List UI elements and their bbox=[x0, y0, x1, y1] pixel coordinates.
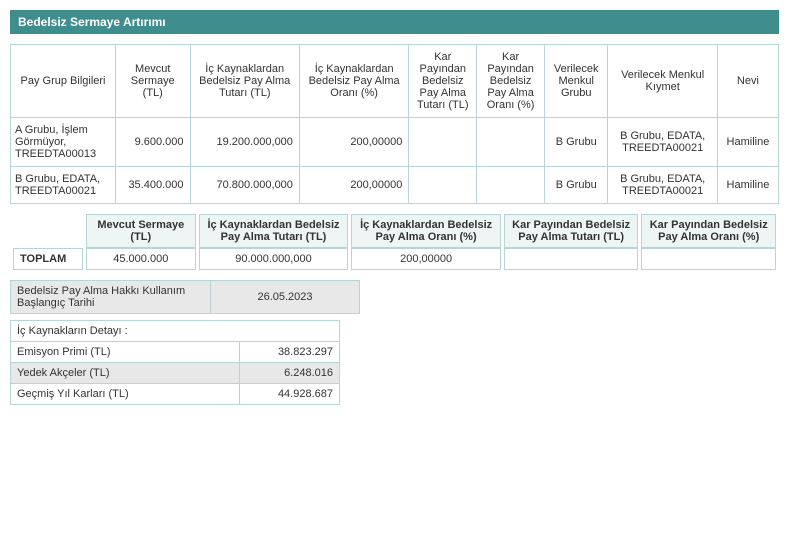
cell-nevi: Hamiline bbox=[717, 118, 778, 167]
cell-menkul-grubu: B Grubu bbox=[545, 167, 608, 204]
cell-mevcut: 9.600.000 bbox=[116, 118, 190, 167]
usage-date-table: Bedelsiz Pay Alma Hakkı Kullanım Başlang… bbox=[10, 280, 360, 314]
cell-kar-tutar bbox=[409, 118, 477, 167]
cell-menkul-kiymet: B Grubu, EDATA, TREEDTA00021 bbox=[608, 167, 717, 204]
cell-pay-grup: A Grubu, İşlem Görmüyor, TREEDTA00013 bbox=[11, 118, 116, 167]
tot-col-ic-oran: İç Kaynaklardan Bedelsiz Pay Alma Oranı … bbox=[351, 214, 501, 248]
cell-pay-grup: B Grubu, EDATA, TREEDTA00021 bbox=[11, 167, 116, 204]
capital-increase-table: Pay Grup Bilgileri Mevcut Sermaye (TL) İ… bbox=[10, 44, 779, 204]
cell-menkul-kiymet: B Grubu, EDATA, TREEDTA00021 bbox=[608, 118, 717, 167]
detail-value: 44.928.687 bbox=[240, 384, 340, 405]
totals-header-row: Mevcut Sermaye (TL) İç Kaynaklardan Bede… bbox=[13, 214, 776, 248]
table-row: B Grubu, EDATA, TREEDTA00021 35.400.000 … bbox=[11, 167, 779, 204]
usage-date-row: Bedelsiz Pay Alma Hakkı Kullanım Başlang… bbox=[11, 281, 360, 314]
cell-ic-oran: 200,00000 bbox=[299, 118, 408, 167]
detail-label: Yedek Akçeler (TL) bbox=[11, 363, 240, 384]
table-row: A Grubu, İşlem Görmüyor, TREEDTA00013 9.… bbox=[11, 118, 779, 167]
tot-kar-oran bbox=[641, 248, 776, 270]
col-kar-tutar: Kar Payından Bedelsiz Pay Alma Tutarı (T… bbox=[409, 45, 477, 118]
cell-kar-tutar bbox=[409, 167, 477, 204]
col-nevi: Nevi bbox=[717, 45, 778, 118]
details-header-row: İç Kaynakların Detayı : bbox=[11, 321, 340, 342]
details-row: Yedek Akçeler (TL) 6.248.016 bbox=[11, 363, 340, 384]
details-row: Geçmiş Yıl Karları (TL) 44.928.687 bbox=[11, 384, 340, 405]
tot-col-kar-oran: Kar Payından Bedelsiz Pay Alma Oranı (%) bbox=[641, 214, 776, 248]
detail-label: Geçmiş Yıl Karları (TL) bbox=[11, 384, 240, 405]
detail-label: Emisyon Primi (TL) bbox=[11, 342, 240, 363]
tot-col-kar-tutar: Kar Payından Bedelsiz Pay Alma Tutarı (T… bbox=[504, 214, 639, 248]
cell-nevi: Hamiline bbox=[717, 167, 778, 204]
usage-date-value: 26.05.2023 bbox=[211, 281, 360, 314]
col-kar-oran: Kar Payından Bedelsiz Pay Alma Oranı (%) bbox=[477, 45, 545, 118]
tot-kar-tutar bbox=[504, 248, 639, 270]
col-mevcut-sermaye: Mevcut Sermaye (TL) bbox=[116, 45, 190, 118]
cell-kar-oran bbox=[477, 118, 545, 167]
col-menkul-kiymet: Verilecek Menkul Kıymet bbox=[608, 45, 717, 118]
cell-kar-oran bbox=[477, 167, 545, 204]
details-table: İç Kaynakların Detayı : Emisyon Primi (T… bbox=[10, 320, 340, 405]
tot-col-ic-tutar: İç Kaynaklardan Bedelsiz Pay Alma Tutarı… bbox=[199, 214, 349, 248]
cell-ic-tutar: 70.800.000,000 bbox=[190, 167, 299, 204]
tot-mevcut: 45.000.000 bbox=[86, 248, 196, 270]
usage-date-label: Bedelsiz Pay Alma Hakkı Kullanım Başlang… bbox=[11, 281, 211, 314]
details-header: İç Kaynakların Detayı : bbox=[11, 321, 340, 342]
tot-col-mevcut: Mevcut Sermaye (TL) bbox=[86, 214, 196, 248]
col-ic-kaynak-oran: İç Kaynaklardan Bedelsiz Pay Alma Oranı … bbox=[299, 45, 408, 118]
tot-ic-tutar: 90.000.000,000 bbox=[199, 248, 349, 270]
detail-value: 6.248.016 bbox=[240, 363, 340, 384]
tot-ic-oran: 200,00000 bbox=[351, 248, 501, 270]
cell-mevcut: 35.400.000 bbox=[116, 167, 190, 204]
col-pay-grup: Pay Grup Bilgileri bbox=[11, 45, 116, 118]
totals-row: TOPLAM 45.000.000 90.000.000,000 200,000… bbox=[13, 248, 776, 270]
detail-value: 38.823.297 bbox=[240, 342, 340, 363]
totals-table: Mevcut Sermaye (TL) İç Kaynaklardan Bede… bbox=[10, 214, 779, 270]
cell-ic-tutar: 19.200.000,000 bbox=[190, 118, 299, 167]
section-header: Bedelsiz Sermaye Artırımı bbox=[10, 10, 779, 34]
col-menkul-grubu: Verilecek Menkul Grubu bbox=[545, 45, 608, 118]
cell-menkul-grubu: B Grubu bbox=[545, 118, 608, 167]
cell-ic-oran: 200,00000 bbox=[299, 167, 408, 204]
totals-label: TOPLAM bbox=[13, 248, 83, 270]
table-header-row: Pay Grup Bilgileri Mevcut Sermaye (TL) İ… bbox=[11, 45, 779, 118]
details-row: Emisyon Primi (TL) 38.823.297 bbox=[11, 342, 340, 363]
col-ic-kaynak-tutar: İç Kaynaklardan Bedelsiz Pay Alma Tutarı… bbox=[190, 45, 299, 118]
